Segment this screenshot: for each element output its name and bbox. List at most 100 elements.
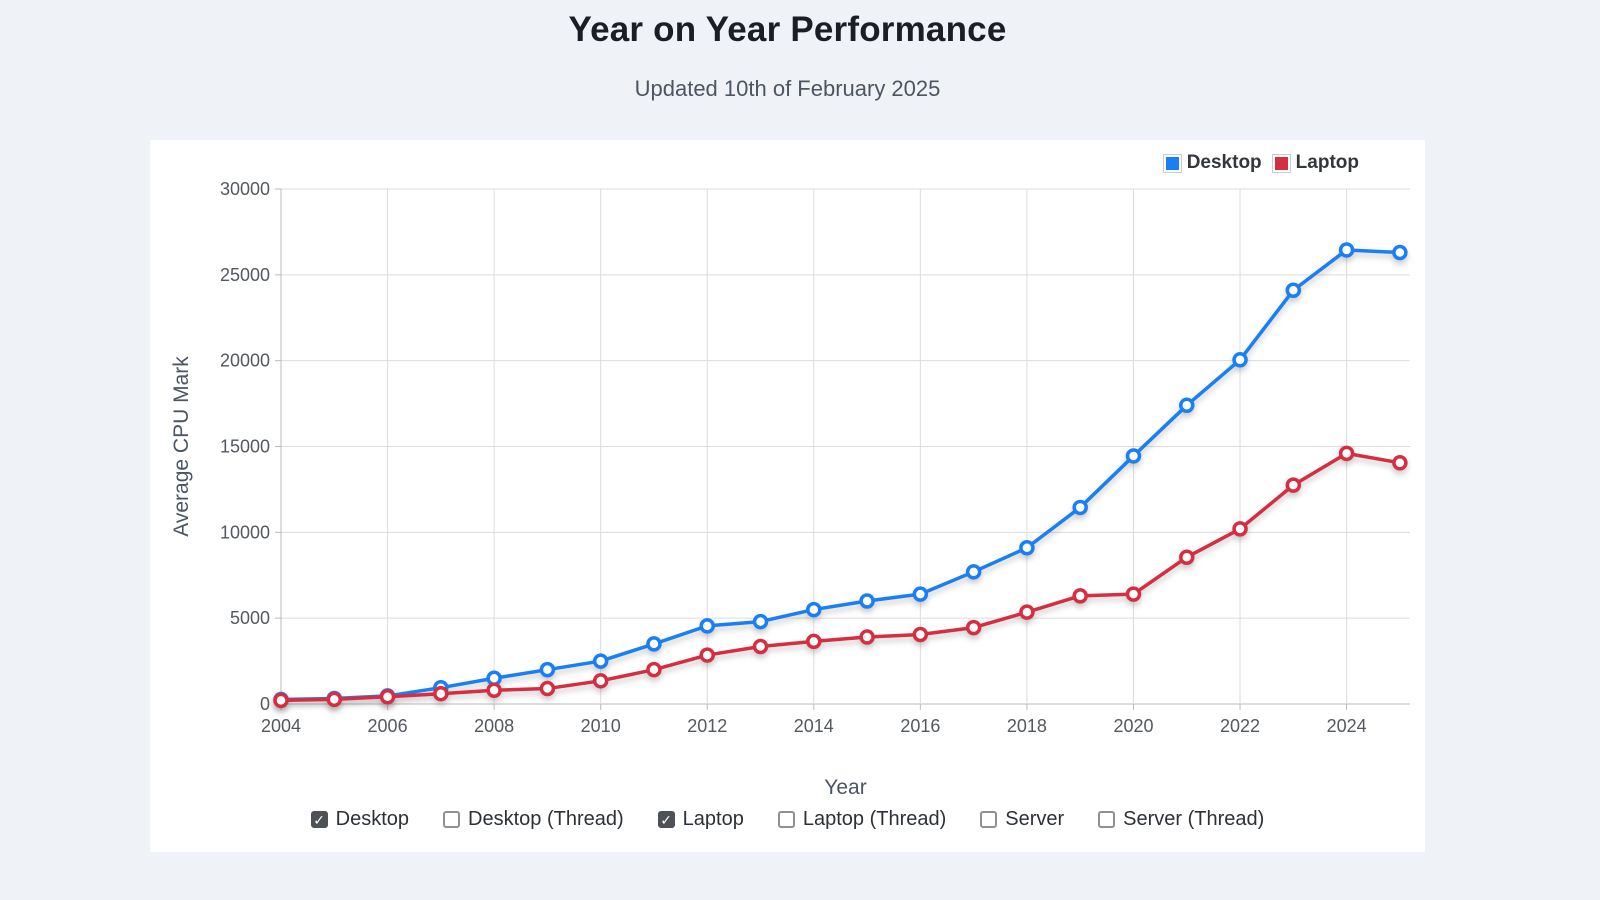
chart-canvas[interactable]: 0 5000 10000 15000 20000 25000 30000 2004 2006 20… bbox=[150, 140, 1425, 852]
data-point-laptop-2005[interactable] bbox=[326, 691, 343, 708]
legend-swatch-desktop bbox=[1165, 156, 1179, 170]
data-point-laptop-2010[interactable] bbox=[592, 673, 609, 689]
y-tick-label: 20000 bbox=[220, 351, 270, 371]
legend-label: Desktop bbox=[1186, 152, 1262, 173]
data-point-laptop-2023[interactable] bbox=[1285, 477, 1302, 493]
data-point-laptop-2024[interactable] bbox=[1338, 445, 1355, 462]
checked-checkbox-icon[interactable]: ✓ bbox=[310, 811, 328, 828]
data-point-desktop-2015[interactable] bbox=[859, 593, 875, 609]
y-tick-label: 5000 bbox=[230, 608, 270, 628]
unchecked-checkbox-icon[interactable] bbox=[980, 811, 998, 828]
data-point-laptop-2016[interactable] bbox=[912, 626, 929, 643]
data-point-desktop-2014[interactable] bbox=[806, 601, 822, 618]
legend-swatch-frame bbox=[1271, 153, 1291, 173]
data-point-laptop-2007[interactable] bbox=[433, 685, 449, 702]
x-tick-label: 2016 bbox=[900, 716, 940, 736]
data-point-laptop-2014[interactable] bbox=[806, 633, 822, 650]
data-point-laptop-2025[interactable] bbox=[1392, 455, 1408, 471]
toggle-label[interactable]: Server bbox=[1005, 808, 1065, 830]
legend-label: Laptop bbox=[1295, 152, 1359, 173]
data-point-laptop-2013[interactable] bbox=[752, 638, 769, 655]
toggle-label[interactable]: Desktop bbox=[335, 808, 410, 830]
data-point-desktop-2020[interactable] bbox=[1125, 448, 1142, 464]
unchecked-checkbox-icon[interactable] bbox=[1098, 811, 1116, 828]
x-tick-label: 2010 bbox=[581, 716, 621, 736]
data-point-desktop-2008[interactable] bbox=[486, 670, 502, 686]
gridlines bbox=[280, 188, 1410, 705]
data-point-laptop-2011[interactable] bbox=[646, 661, 662, 678]
data-point-laptop-2012[interactable] bbox=[699, 647, 715, 663]
series-laptop bbox=[273, 445, 1408, 709]
data-point-desktop-2017[interactable] bbox=[965, 564, 982, 580]
series-toggle-row: ✓ Desktop Desktop (Thread) ✓ Laptop Laptop (T… bbox=[150, 808, 1425, 831]
data-point-desktop-2010[interactable] bbox=[592, 653, 609, 669]
x-tick-label: 2024 bbox=[1327, 716, 1367, 736]
data-point-desktop-2009[interactable] bbox=[539, 661, 556, 678]
x-axis-title: Year bbox=[824, 776, 867, 799]
data-point-desktop-2023[interactable] bbox=[1285, 282, 1302, 299]
legend-item-laptop[interactable]: Laptop bbox=[1271, 152, 1359, 174]
data-point-desktop-2022[interactable] bbox=[1232, 352, 1248, 368]
x-tick-label: 2012 bbox=[687, 716, 727, 736]
data-point-desktop-2012[interactable] bbox=[699, 618, 715, 634]
toggle-server-thread[interactable]: Server (Thread) bbox=[1098, 808, 1264, 831]
toggle-desktop-thread[interactable]: Desktop (Thread) bbox=[443, 808, 624, 831]
unchecked-checkbox-icon[interactable] bbox=[443, 811, 461, 828]
page-subtitle: Updated 10th of February 2025 bbox=[634, 76, 941, 101]
x-tick-label: 2006 bbox=[368, 716, 408, 736]
data-point-laptop-2021[interactable] bbox=[1179, 549, 1195, 565]
y-tick-label: 25000 bbox=[220, 265, 270, 285]
data-point-desktop-2011[interactable] bbox=[646, 636, 662, 652]
series-line-desktop bbox=[279, 248, 1402, 702]
x-tick-label: 2004 bbox=[261, 716, 301, 736]
series-line-laptop bbox=[279, 451, 1402, 703]
legend-swatch-laptop bbox=[1274, 156, 1288, 170]
data-point-laptop-2018[interactable] bbox=[1019, 604, 1035, 620]
data-point-laptop-2017[interactable] bbox=[965, 619, 982, 636]
y-tick-label: 30000 bbox=[220, 179, 270, 199]
page-title: Year on Year Performance bbox=[568, 10, 1007, 49]
x-tick-label: 2022 bbox=[1220, 716, 1260, 736]
toggle-label[interactable]: Laptop bbox=[682, 808, 744, 830]
series-desktop bbox=[273, 242, 1408, 708]
unchecked-checkbox-icon[interactable] bbox=[777, 811, 795, 828]
data-point-laptop-2020[interactable] bbox=[1125, 586, 1142, 602]
toggle-desktop[interactable]: ✓ Desktop bbox=[310, 808, 410, 831]
data-point-desktop-2025[interactable] bbox=[1392, 244, 1408, 261]
data-point-desktop-2021[interactable] bbox=[1179, 397, 1195, 414]
toggle-server[interactable]: Server bbox=[980, 808, 1064, 831]
y-tick-label: 0 bbox=[260, 694, 270, 714]
data-point-desktop-2018[interactable] bbox=[1019, 540, 1035, 556]
toggle-label[interactable]: Laptop (Thread) bbox=[802, 808, 947, 830]
chart-card: 0 5000 10000 15000 20000 25000 30000 2004 2006 20… bbox=[150, 140, 1425, 852]
y-tick-label: 10000 bbox=[220, 522, 270, 542]
toggle-label[interactable]: Server (Thread) bbox=[1123, 808, 1265, 830]
legend-swatch-frame bbox=[1162, 153, 1182, 173]
data-point-laptop-2022[interactable] bbox=[1232, 521, 1248, 537]
data-point-desktop-2019[interactable] bbox=[1072, 499, 1088, 516]
toggle-laptop[interactable]: ✓ Laptop bbox=[657, 808, 744, 831]
chart-header: Year on Year Performance Updated 10th of… bbox=[150, 0, 1425, 102]
data-point-laptop-2006[interactable] bbox=[379, 689, 396, 705]
y-tick-label: 15000 bbox=[220, 437, 270, 457]
x-tick-label: 2008 bbox=[474, 716, 514, 736]
y-axis-title: Average CPU Mark bbox=[170, 356, 193, 537]
data-point-laptop-2015[interactable] bbox=[859, 629, 875, 645]
checked-checkbox-icon[interactable]: ✓ bbox=[657, 811, 675, 828]
data-point-laptop-2009[interactable] bbox=[539, 680, 556, 697]
toggle-label[interactable]: Desktop (Thread) bbox=[468, 808, 624, 830]
toggle-laptop-thread[interactable]: Laptop (Thread) bbox=[777, 808, 947, 831]
tick-labels: 0 5000 10000 15000 20000 25000 30000 2004 2006 20… bbox=[220, 179, 1367, 736]
x-tick-label: 2018 bbox=[1007, 716, 1047, 736]
chart-legend: Desktop Laptop bbox=[1162, 152, 1359, 174]
data-point-desktop-2024[interactable] bbox=[1338, 242, 1355, 258]
legend-item-desktop[interactable]: Desktop bbox=[1162, 152, 1262, 174]
x-tick-label: 2014 bbox=[794, 716, 834, 736]
data-point-desktop-2013[interactable] bbox=[752, 613, 769, 630]
data-point-laptop-2004[interactable] bbox=[273, 692, 289, 709]
data-point-laptop-2019[interactable] bbox=[1072, 588, 1088, 604]
axes bbox=[275, 188, 1348, 710]
x-tick-label: 2020 bbox=[1113, 716, 1153, 736]
data-point-desktop-2016[interactable] bbox=[912, 586, 929, 602]
data-point-laptop-2008[interactable] bbox=[486, 682, 502, 699]
